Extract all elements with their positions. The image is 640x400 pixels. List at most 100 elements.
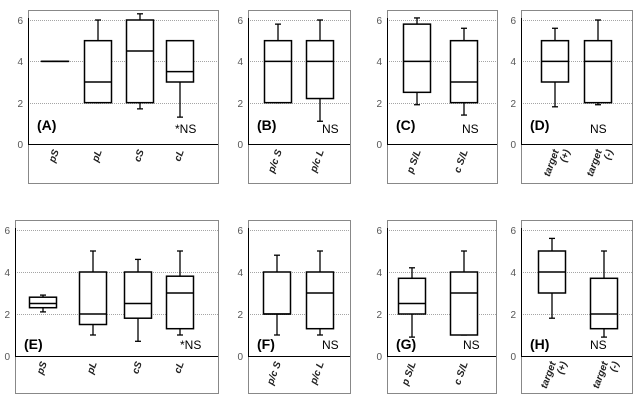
- category-label: p/c L: [308, 148, 327, 175]
- y-tick-label: 2: [376, 99, 382, 110]
- category-label: (+): [555, 360, 570, 376]
- box-cl: [165, 250, 195, 336]
- y-tick-label: 2: [376, 310, 382, 321]
- y-tick-label: 6: [237, 226, 243, 237]
- box-cl: [165, 39, 195, 118]
- iqr-box: [305, 39, 335, 100]
- y-tick-label: 0: [17, 140, 23, 151]
- iqr-box: [83, 39, 113, 104]
- box-target: [589, 250, 619, 338]
- category-label: pS: [47, 148, 62, 165]
- box-p-s-l: [402, 17, 432, 106]
- panel-e: 0 2 4 6 pS pL cS cL (E) *NS: [4, 220, 219, 394]
- iqr-box: [263, 39, 293, 104]
- panel-label: (F): [257, 336, 275, 352]
- iqr-box: [123, 271, 153, 319]
- box-ps: [28, 294, 58, 313]
- y-tick-label: 2: [4, 310, 10, 321]
- y-tick-label: 6: [510, 226, 516, 237]
- category-label: pL: [85, 360, 100, 376]
- category-label: p/c S: [265, 360, 284, 387]
- significance-note: NS: [322, 338, 339, 352]
- iqr-box: [589, 277, 619, 330]
- category-label: p S/L: [400, 360, 419, 388]
- y-tick-label: 0: [376, 140, 382, 151]
- significance-note: NS: [590, 122, 607, 136]
- y-tick-label: 0: [237, 352, 243, 363]
- iqr-box: [125, 19, 155, 104]
- y-tick-label: 2: [510, 310, 516, 321]
- iqr-box: [305, 271, 335, 330]
- category-label: target: [591, 360, 611, 390]
- significance-note: *NS: [180, 338, 201, 352]
- y-tick-label: 2: [510, 99, 516, 110]
- box-c-s-l: [449, 27, 479, 116]
- panel-label: (G): [396, 336, 416, 352]
- box-target: [583, 19, 613, 106]
- panel-a: 0 2 4 6 pS pL cS cL (A) *NS: [17, 10, 219, 184]
- category-label: pS: [35, 360, 50, 377]
- category-label: (+): [558, 148, 573, 164]
- y-tick-label: 4: [4, 268, 10, 279]
- panel-label: (A): [37, 117, 56, 133]
- box-c-s-l: [449, 250, 479, 336]
- iqr-box: [165, 39, 195, 83]
- box-p-c-s: [263, 23, 293, 104]
- panel-c: 0 2 4 6 p S/L c S/L (C) NS: [376, 10, 498, 184]
- category-label: target: [585, 148, 605, 178]
- y-tick-label: 4: [510, 268, 516, 279]
- y-tick-label: 0: [510, 140, 516, 151]
- panel-label: (H): [530, 336, 549, 352]
- category-label: (-): [608, 360, 622, 374]
- y-tick-label: 0: [237, 140, 243, 151]
- y-tick-label: 6: [4, 226, 10, 237]
- category-label: p S/L: [405, 148, 424, 176]
- category-label: pL: [90, 148, 105, 164]
- box-target: [537, 237, 567, 319]
- category-label: p/c L: [308, 360, 327, 387]
- panel-f: 0 2 4 6 p/c S p/c L (F) NS: [237, 220, 351, 394]
- y-tick-label: 6: [510, 16, 516, 27]
- box-target: [540, 27, 570, 108]
- iqr-box: [402, 23, 432, 94]
- y-tick-label: 0: [376, 352, 382, 363]
- panel-g: 0 2 4 6 p S/L c S/L (G) NS: [376, 220, 497, 394]
- box-p-c-l: [305, 19, 335, 122]
- category-label: cS: [130, 360, 145, 376]
- iqr-box: [78, 271, 108, 326]
- y-tick-label: 4: [237, 57, 243, 68]
- significance-note: NS: [463, 338, 480, 352]
- iqr-box: [583, 39, 613, 104]
- category-label: c S/L: [452, 148, 471, 174]
- significance-note: NS: [462, 122, 479, 136]
- iqr-box: [165, 275, 195, 330]
- category-label: target: [542, 148, 562, 178]
- panel-b: 0 2 4 6 p/c S p/c L (B) NS: [237, 10, 351, 184]
- box-p-c-s: [262, 254, 292, 336]
- panel-label: (E): [24, 336, 43, 352]
- iqr-box: [449, 39, 479, 104]
- panel-label: (B): [257, 117, 276, 133]
- iqr-box: [449, 271, 479, 336]
- y-tick-label: 4: [376, 57, 382, 68]
- y-tick-label: 4: [17, 57, 23, 68]
- category-label: c S/L: [452, 360, 471, 386]
- box-cs: [123, 258, 153, 342]
- significance-note: NS: [322, 122, 339, 136]
- y-tick-label: 2: [237, 99, 243, 110]
- category-label: cS: [132, 148, 147, 164]
- box-pl: [78, 250, 108, 336]
- y-tick-label: 6: [376, 16, 382, 27]
- box-cs: [125, 13, 155, 110]
- box-p-s-l: [397, 267, 427, 338]
- iqr-box: [397, 277, 427, 315]
- y-tick-label: 4: [237, 268, 243, 279]
- y-tick-label: 2: [237, 310, 243, 321]
- panel-frame: [521, 10, 633, 184]
- significance-note: NS: [590, 338, 607, 352]
- iqr-box: [262, 271, 292, 315]
- y-tick-label: 0: [510, 352, 516, 363]
